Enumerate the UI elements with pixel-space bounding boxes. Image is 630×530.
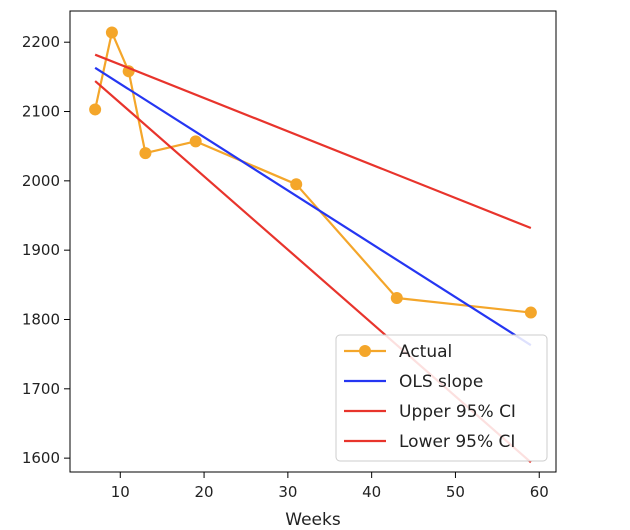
x-axis-label: Weeks: [285, 510, 341, 530]
legend-label: Upper 95% CI: [399, 402, 516, 422]
data-point: [189, 135, 202, 148]
legend-label: OLS slope: [399, 372, 483, 392]
data-point: [139, 147, 152, 160]
data-point: [390, 291, 403, 304]
y-tick-label: 1600: [22, 449, 60, 467]
legend: Actual OLS slope Upper 95% CI Lower 95% CI: [335, 334, 548, 462]
y-tick-label: 1700: [22, 380, 60, 398]
data-point: [105, 26, 118, 39]
x-tick-label: 10: [111, 483, 130, 501]
x-tick-label: 40: [362, 483, 381, 501]
data-point: [89, 103, 102, 116]
y-tick-label: 1900: [22, 241, 60, 259]
legend-box: [335, 334, 548, 462]
y-tick-label: 2000: [22, 172, 60, 190]
x-tick-label: 50: [446, 483, 465, 501]
y-tick-label: 2100: [22, 103, 60, 121]
x-tick-label: 20: [195, 483, 214, 501]
x-tick-label: 60: [530, 483, 549, 501]
legend-marker: [359, 345, 371, 357]
y-tick-label: 1800: [22, 310, 60, 328]
data-point: [524, 306, 537, 319]
legend-label: Lower 95% CI: [399, 432, 515, 452]
axes: 10 20 30 40 50 60 1600 1700 1800 1900 2000 2100 2200: [22, 10, 557, 501]
y-tick-label: 2200: [22, 33, 60, 51]
series-line-1: [94, 66, 532, 347]
data-point: [290, 178, 303, 191]
x-tick-label: 30: [278, 483, 297, 501]
legend-label: Actual: [399, 342, 452, 362]
series-line-2: [94, 53, 532, 230]
plot-area: [89, 26, 537, 464]
plot-frame: [69, 10, 557, 473]
